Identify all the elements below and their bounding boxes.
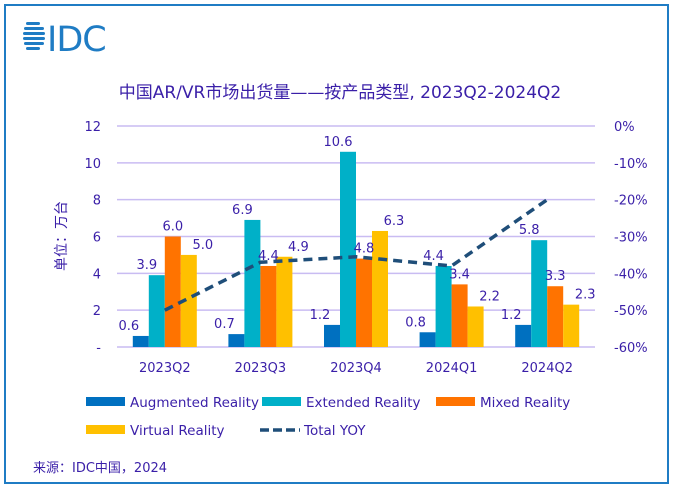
x-tick-label: 2023Q3 — [235, 361, 287, 376]
chart-frame — [4, 4, 669, 484]
legend-label: Total YOY — [303, 423, 366, 439]
line-total-yoy — [164, 198, 549, 312]
bar-virtual-reality — [467, 306, 484, 347]
bar-extended-reality — [244, 219, 261, 347]
data-label: 0.7 — [214, 317, 235, 332]
data-label: 5.8 — [519, 223, 540, 238]
idc-logo: IDC — [23, 20, 107, 60]
y-tick-label: 4 — [93, 267, 101, 282]
bar-extended-reality — [340, 151, 356, 347]
data-label: 3.3 — [545, 269, 566, 284]
bar-augmented-reality — [419, 332, 436, 347]
legend-label: Mixed Reality — [480, 395, 570, 411]
x-tick-label: 2024Q2 — [521, 361, 573, 376]
data-label: 2.2 — [479, 289, 500, 304]
data-label: 10.6 — [324, 135, 353, 150]
y2-tick-label: -10% — [614, 157, 648, 172]
bar-mixed-reality — [260, 265, 277, 347]
source-note: 来源：IDC中国，2024 — [33, 461, 167, 476]
data-label: 2.3 — [575, 288, 596, 303]
data-label: 1.2 — [501, 308, 522, 323]
chart-title: 中国AR/VR市场出货量——按产品类型, 2023Q2-2024Q2 — [119, 83, 561, 103]
y2-tick-label: -40% — [614, 267, 648, 282]
data-label: 6.9 — [232, 203, 253, 218]
y-tick-label: 2 — [93, 304, 101, 319]
x-tick-label: 2024Q1 — [426, 361, 478, 376]
data-label: 4.9 — [288, 240, 309, 255]
bar-augmented-reality — [324, 324, 340, 347]
legend-label: Virtual Reality — [130, 423, 225, 439]
bar-extended-reality — [531, 240, 548, 347]
bar-mixed-reality — [164, 236, 181, 347]
y-tick-label: 12 — [84, 120, 101, 135]
legend-swatch — [436, 397, 475, 406]
bar-extended-reality — [148, 275, 165, 347]
bar-virtual-reality — [563, 304, 580, 347]
data-label: 4.4 — [258, 249, 279, 264]
y2-tick-label: 0% — [614, 120, 635, 135]
bar-augmented-reality — [515, 324, 532, 347]
legend-label: Extended Reality — [306, 395, 421, 411]
data-label: 3.9 — [136, 258, 157, 273]
y2-tick-label: -50% — [614, 304, 648, 319]
bar-mixed-reality — [451, 284, 468, 347]
y-tick-label: 8 — [93, 194, 101, 209]
bar-virtual-reality — [372, 230, 388, 347]
y-tick-label: 10 — [84, 157, 101, 172]
data-label: 3.4 — [449, 267, 470, 282]
bar-mixed-reality — [547, 286, 564, 347]
svg-text:IDC: IDC — [47, 20, 106, 60]
y-axis-label: 单位：万台 — [54, 201, 70, 271]
bar-augmented-reality — [228, 334, 245, 347]
data-label: 6.3 — [384, 214, 405, 229]
legend-swatch — [262, 397, 301, 406]
bar-virtual-reality — [276, 256, 293, 347]
bar-augmented-reality — [132, 335, 149, 347]
bar-extended-reality — [435, 265, 452, 347]
x-tick-label: 2023Q2 — [139, 361, 191, 376]
bar-mixed-reality — [356, 258, 372, 347]
x-tick-label: 2023Q4 — [330, 361, 382, 376]
data-label: 6.0 — [162, 220, 183, 235]
data-label: 0.6 — [118, 319, 139, 334]
data-label: 0.8 — [405, 315, 426, 330]
y2-tick-label: -60% — [614, 341, 648, 356]
bar-virtual-reality — [180, 254, 197, 347]
y-tick-label: - — [96, 341, 101, 356]
data-label: 4.8 — [354, 242, 375, 257]
legend-label: Augmented Reality — [130, 395, 259, 411]
legend-swatch — [86, 397, 125, 406]
data-label: 1.2 — [310, 308, 331, 323]
y2-tick-label: -30% — [614, 231, 648, 246]
y-tick-label: 6 — [93, 231, 101, 246]
data-label: 5.0 — [192, 238, 213, 253]
legend-swatch — [86, 425, 125, 434]
data-label: 4.4 — [423, 249, 444, 264]
y2-tick-label: -20% — [614, 194, 648, 209]
